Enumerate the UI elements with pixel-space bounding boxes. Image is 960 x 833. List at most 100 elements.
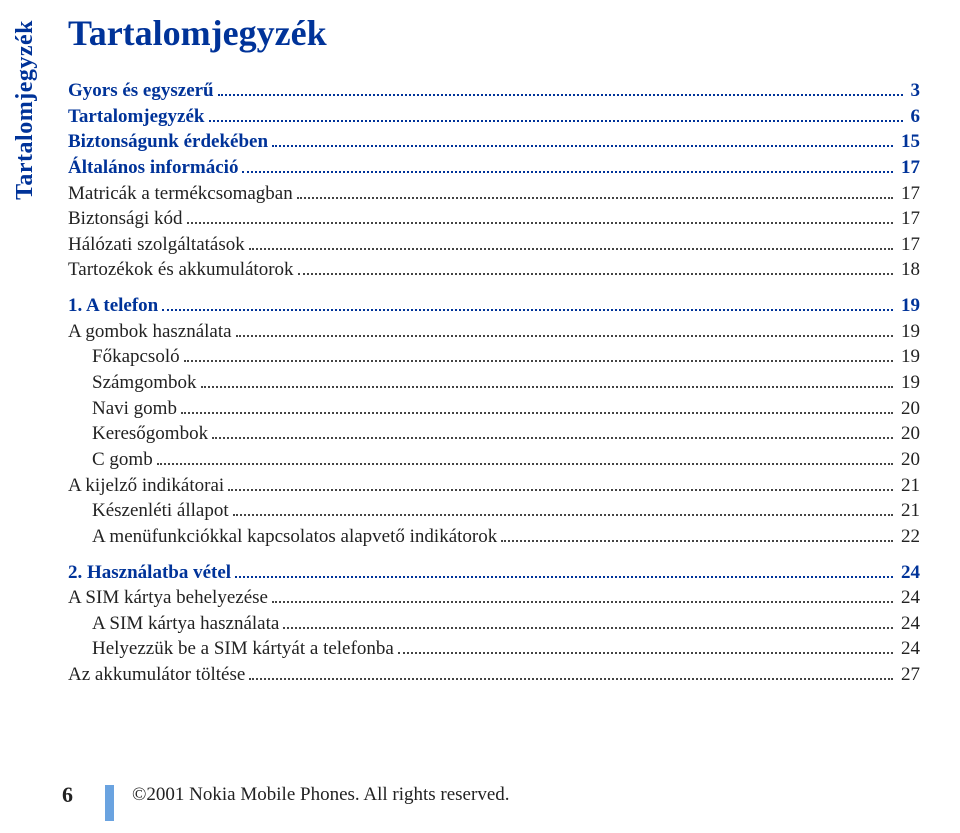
- toc-entry-page: 3: [907, 78, 921, 104]
- toc-entry-label: 2. Használatba vétel: [68, 560, 231, 586]
- toc-leader-dots: [297, 197, 893, 199]
- toc-entry-page: 17: [897, 206, 920, 232]
- toc-entry-page: 19: [897, 370, 920, 396]
- toc-entry-page: 20: [897, 447, 920, 473]
- toc-entry-label: Tartozékok és akkumulátorok: [68, 257, 294, 283]
- toc-entry-page: 19: [897, 344, 920, 370]
- toc-entry-label: Navi gomb: [92, 396, 177, 422]
- toc-entry-page: 15: [897, 129, 920, 155]
- toc-entry-page: 19: [897, 293, 920, 319]
- toc-entry-label: Biztonságunk érdekében: [68, 129, 268, 155]
- toc-leader-dots: [242, 171, 893, 173]
- toc-leader-dots: [298, 273, 893, 275]
- toc-entry-label: A SIM kártya behelyezése: [68, 585, 268, 611]
- toc-entry-label: Az akkumulátor töltése: [68, 662, 245, 688]
- toc-entry: Készenléti állapot 21: [92, 498, 920, 524]
- toc-entry-page: 17: [897, 155, 920, 181]
- toc-entry-label: A SIM kártya használata: [92, 611, 279, 637]
- toc-entry-label: Tartalomjegyzék: [68, 104, 205, 130]
- toc-content: Tartalomjegyzék Gyors és egyszerű3Tartal…: [68, 0, 960, 688]
- toc-entry: 1. A telefon 19: [68, 293, 920, 319]
- toc-leader-dots: [501, 540, 893, 542]
- toc-entry-page: 24: [897, 636, 920, 662]
- toc-entry: Tartozékok és akkumulátorok 18: [68, 257, 920, 283]
- side-tab-label: Tartalomjegyzék: [12, 20, 39, 200]
- toc-entry-label: C gomb: [92, 447, 153, 473]
- toc-entry-page: 24: [897, 611, 920, 637]
- toc-entry: A gombok használata 19: [68, 319, 920, 345]
- toc-entry-label: A gombok használata: [68, 319, 232, 345]
- toc-entry: A SIM kártya használata 24: [92, 611, 920, 637]
- toc-entry-page: 19: [897, 319, 920, 345]
- page-footer: 6 ©2001 Nokia Mobile Phones. All rights …: [62, 777, 510, 813]
- toc-entry-page: 24: [897, 560, 920, 586]
- toc-entry-page: 6: [907, 104, 921, 130]
- page-title: Tartalomjegyzék: [68, 12, 920, 54]
- toc-entry-label: Gyors és egyszerű: [68, 78, 214, 104]
- toc-list: Gyors és egyszerű3Tartalomjegyzék6Bizton…: [68, 78, 920, 688]
- toc-entry-label: Keresőgombok: [92, 421, 208, 447]
- toc-entry: Keresőgombok 20: [92, 421, 920, 447]
- toc-entry: Általános információ 17: [68, 155, 920, 181]
- toc-leader-dots: [272, 145, 893, 147]
- toc-entry-label: Készenléti állapot: [92, 498, 229, 524]
- toc-entry: Tartalomjegyzék 6: [68, 104, 920, 130]
- toc-leader-dots: [249, 678, 893, 680]
- copyright-text: ©2001 Nokia Mobile Phones. All rights re…: [132, 784, 510, 806]
- toc-leader-dots: [212, 437, 893, 439]
- toc-entry: Gyors és egyszerű 3: [68, 78, 920, 104]
- toc-entry: 2. Használatba vétel 24: [68, 560, 920, 586]
- toc-entry: Az akkumulátor töltése 27: [68, 662, 920, 688]
- toc-leader-dots: [228, 489, 893, 491]
- toc-leader-dots: [209, 120, 903, 122]
- footer-accent-bar: [105, 785, 114, 821]
- toc-entry-page: 17: [897, 232, 920, 258]
- toc-entry: Számgombok 19: [92, 370, 920, 396]
- toc-entry: Biztonsági kód 17: [68, 206, 920, 232]
- toc-leader-dots: [272, 601, 893, 603]
- toc-leader-dots: [283, 627, 893, 629]
- toc-entry-label: Biztonsági kód: [68, 206, 183, 232]
- toc-leader-dots: [235, 576, 893, 578]
- toc-entry-label: Matricák a termékcsomagban: [68, 181, 293, 207]
- toc-leader-dots: [233, 514, 893, 516]
- toc-leader-dots: [187, 222, 893, 224]
- toc-entry-page: 20: [897, 421, 920, 447]
- toc-entry-label: Főkapcsoló: [92, 344, 180, 370]
- toc-entry: A SIM kártya behelyezése 24: [68, 585, 920, 611]
- toc-entry-page: 21: [897, 473, 920, 499]
- toc-entry-page: 22: [897, 524, 920, 550]
- toc-entry-label: Általános információ: [68, 155, 238, 181]
- toc-entry: Matricák a termékcsomagban 17: [68, 181, 920, 207]
- toc-entry-label: A menüfunkciókkal kapcsolatos alapvető i…: [92, 524, 497, 550]
- toc-entry-label: A kijelző indikátorai: [68, 473, 224, 499]
- toc-leader-dots: [181, 412, 893, 414]
- toc-leader-dots: [157, 463, 893, 465]
- toc-leader-dots: [201, 386, 894, 388]
- toc-entry-page: 21: [897, 498, 920, 524]
- toc-entry: Főkapcsoló 19: [92, 344, 920, 370]
- toc-entry-page: 20: [897, 396, 920, 422]
- toc-entry-label: 1. A telefon: [68, 293, 158, 319]
- toc-entry: A menüfunkciókkal kapcsolatos alapvető i…: [92, 524, 920, 550]
- toc-leader-dots: [249, 248, 893, 250]
- toc-entry-page: 18: [897, 257, 920, 283]
- toc-entry-page: 17: [897, 181, 920, 207]
- toc-entry: Navi gomb 20: [92, 396, 920, 422]
- toc-entry: Biztonságunk érdekében 15: [68, 129, 920, 155]
- toc-entry: Hálózati szolgáltatások 17: [68, 232, 920, 258]
- toc-leader-dots: [218, 94, 903, 96]
- toc-leader-dots: [236, 335, 893, 337]
- toc-entry-label: Hálózati szolgáltatások: [68, 232, 245, 258]
- toc-entry-label: Helyezzük be a SIM kártyát a telefonba: [92, 636, 394, 662]
- toc-entry-page: 27: [897, 662, 920, 688]
- toc-entry: A kijelző indikátorai 21: [68, 473, 920, 499]
- toc-entry-page: 24: [897, 585, 920, 611]
- toc-entry: Helyezzük be a SIM kártyát a telefonba 24: [92, 636, 920, 662]
- page-number: 6: [62, 782, 73, 808]
- toc-leader-dots: [398, 652, 893, 654]
- toc-entry: C gomb 20: [92, 447, 920, 473]
- toc-leader-dots: [162, 309, 893, 311]
- toc-entry-label: Számgombok: [92, 370, 197, 396]
- toc-leader-dots: [184, 360, 893, 362]
